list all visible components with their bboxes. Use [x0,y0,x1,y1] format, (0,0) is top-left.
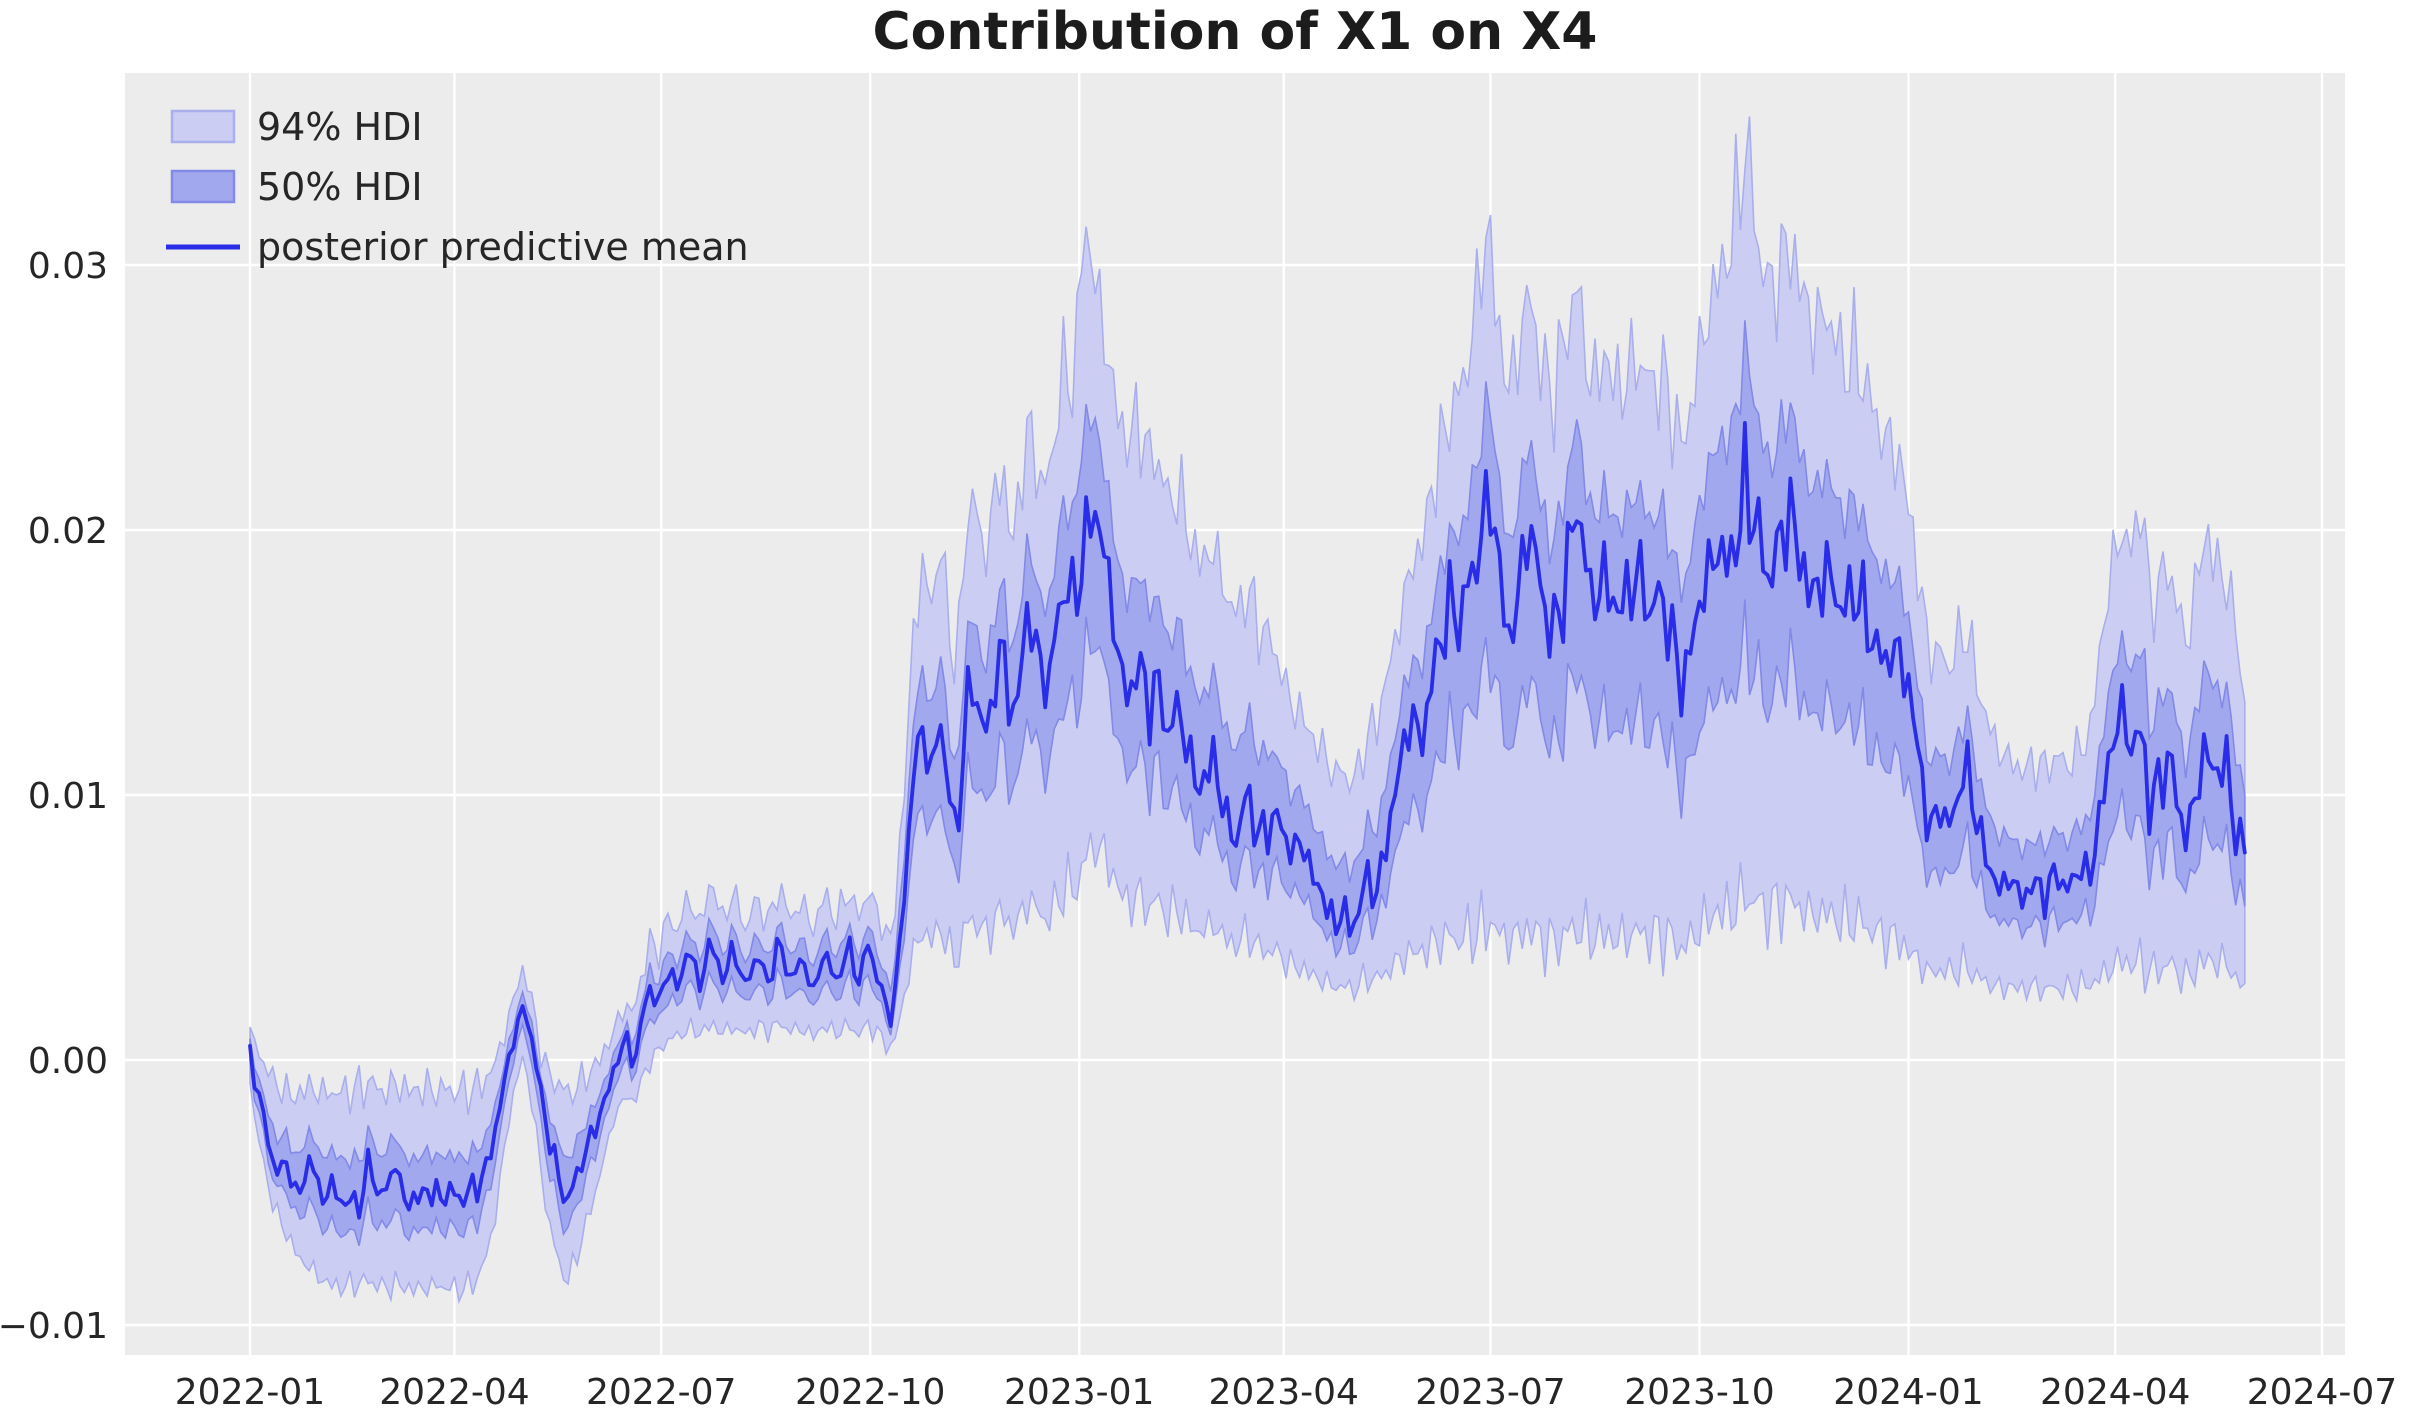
hdi50-swatch-icon [170,169,236,204]
x-tick-label: 2024-04 [2040,1372,2190,1413]
legend-label-posterior-mean: posterior predictive mean [257,225,749,269]
x-tick-label: 2023-04 [1209,1372,1359,1413]
x-tick-label: 2023-01 [1004,1372,1154,1413]
legend: 94% HDI 50% HDI posterior predictive mea… [166,105,749,269]
y-axis-tick-labels: −0.01 0.00 0.01 0.02 0.03 [0,246,108,1347]
y-tick-label: 0.02 [28,511,108,552]
chart-title: Contribution of X1 on X4 [872,2,1598,62]
legend-item-50-hdi: 50% HDI [170,165,423,209]
x-tick-label: 2022-01 [175,1372,325,1413]
y-tick-label: 0.00 [28,1041,108,1082]
x-tick-label: 2022-07 [586,1372,736,1413]
legend-item-94-hdi: 94% HDI [170,105,423,149]
x-axis-tick-labels: 2022-01 2022-04 2022-07 2022-10 2023-01 2023-… [175,1372,2397,1413]
posterior-mean-line [248,421,2247,1220]
legend-label-94-hdi: 94% HDI [257,105,423,149]
hdi94-swatch-icon [170,109,236,144]
y-tick-label: 0.01 [28,776,108,817]
x-tick-label: 2022-04 [379,1372,529,1413]
x-tick-label: 2024-07 [2247,1372,2397,1413]
x-tick-label: 2022-10 [795,1372,945,1413]
y-tick-label: 0.03 [28,246,108,287]
x-tick-label: 2023-10 [1624,1372,1774,1413]
legend-label-50-hdi: 50% HDI [257,165,423,209]
x-tick-label: 2023-07 [1415,1372,1565,1413]
hdi50-band [249,320,2246,1246]
y-tick-label: −0.01 [0,1306,108,1347]
x-tick-label: 2024-01 [1833,1372,1983,1413]
legend-item-posterior-mean: posterior predictive mean [166,225,749,269]
